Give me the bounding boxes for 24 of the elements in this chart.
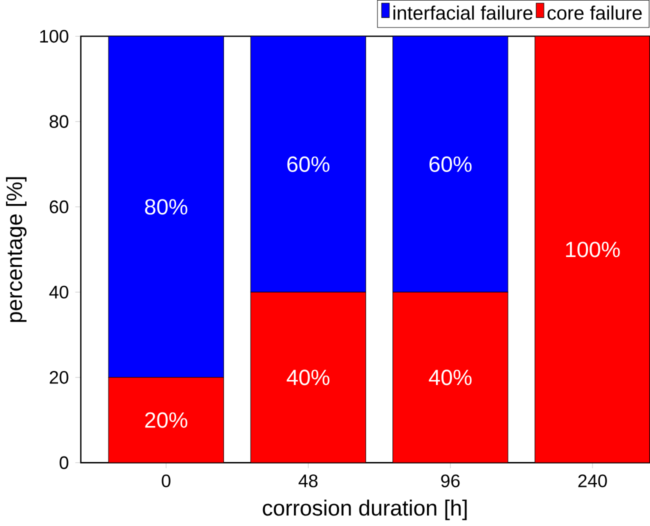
y-tick-label: 80 [50, 115, 68, 128]
x-tick-label: 48 [298, 474, 318, 488]
data-label: 20% [145, 412, 188, 428]
y-tick-label: 20 [50, 370, 68, 384]
bar [250, 36, 366, 292]
legend-label: interfacial failure [393, 6, 532, 20]
data-label: 60% [430, 156, 472, 172]
x-tick-label: 0 [162, 474, 170, 488]
x-axis-title: corrosion duration [h] [262, 500, 467, 520]
bar [108, 36, 224, 378]
y-tick-label: 0 [60, 456, 68, 470]
x-tick-label: 240 [578, 474, 607, 488]
y-axis-title: percentage [%] [6, 177, 27, 322]
y-tick-label: 100 [40, 30, 68, 43]
x-tick-label: 96 [441, 474, 460, 488]
y-tick-label: 60 [50, 200, 68, 214]
data-label: 80% [145, 199, 188, 215]
bar [392, 36, 508, 292]
data-label: 40% [286, 370, 330, 386]
y-tick-label: 40 [49, 286, 68, 298]
data-label: 100% [566, 242, 620, 258]
data-label: 40% [428, 370, 472, 386]
legend-label: core failure [548, 6, 642, 20]
data-label: 60% [287, 156, 330, 172]
